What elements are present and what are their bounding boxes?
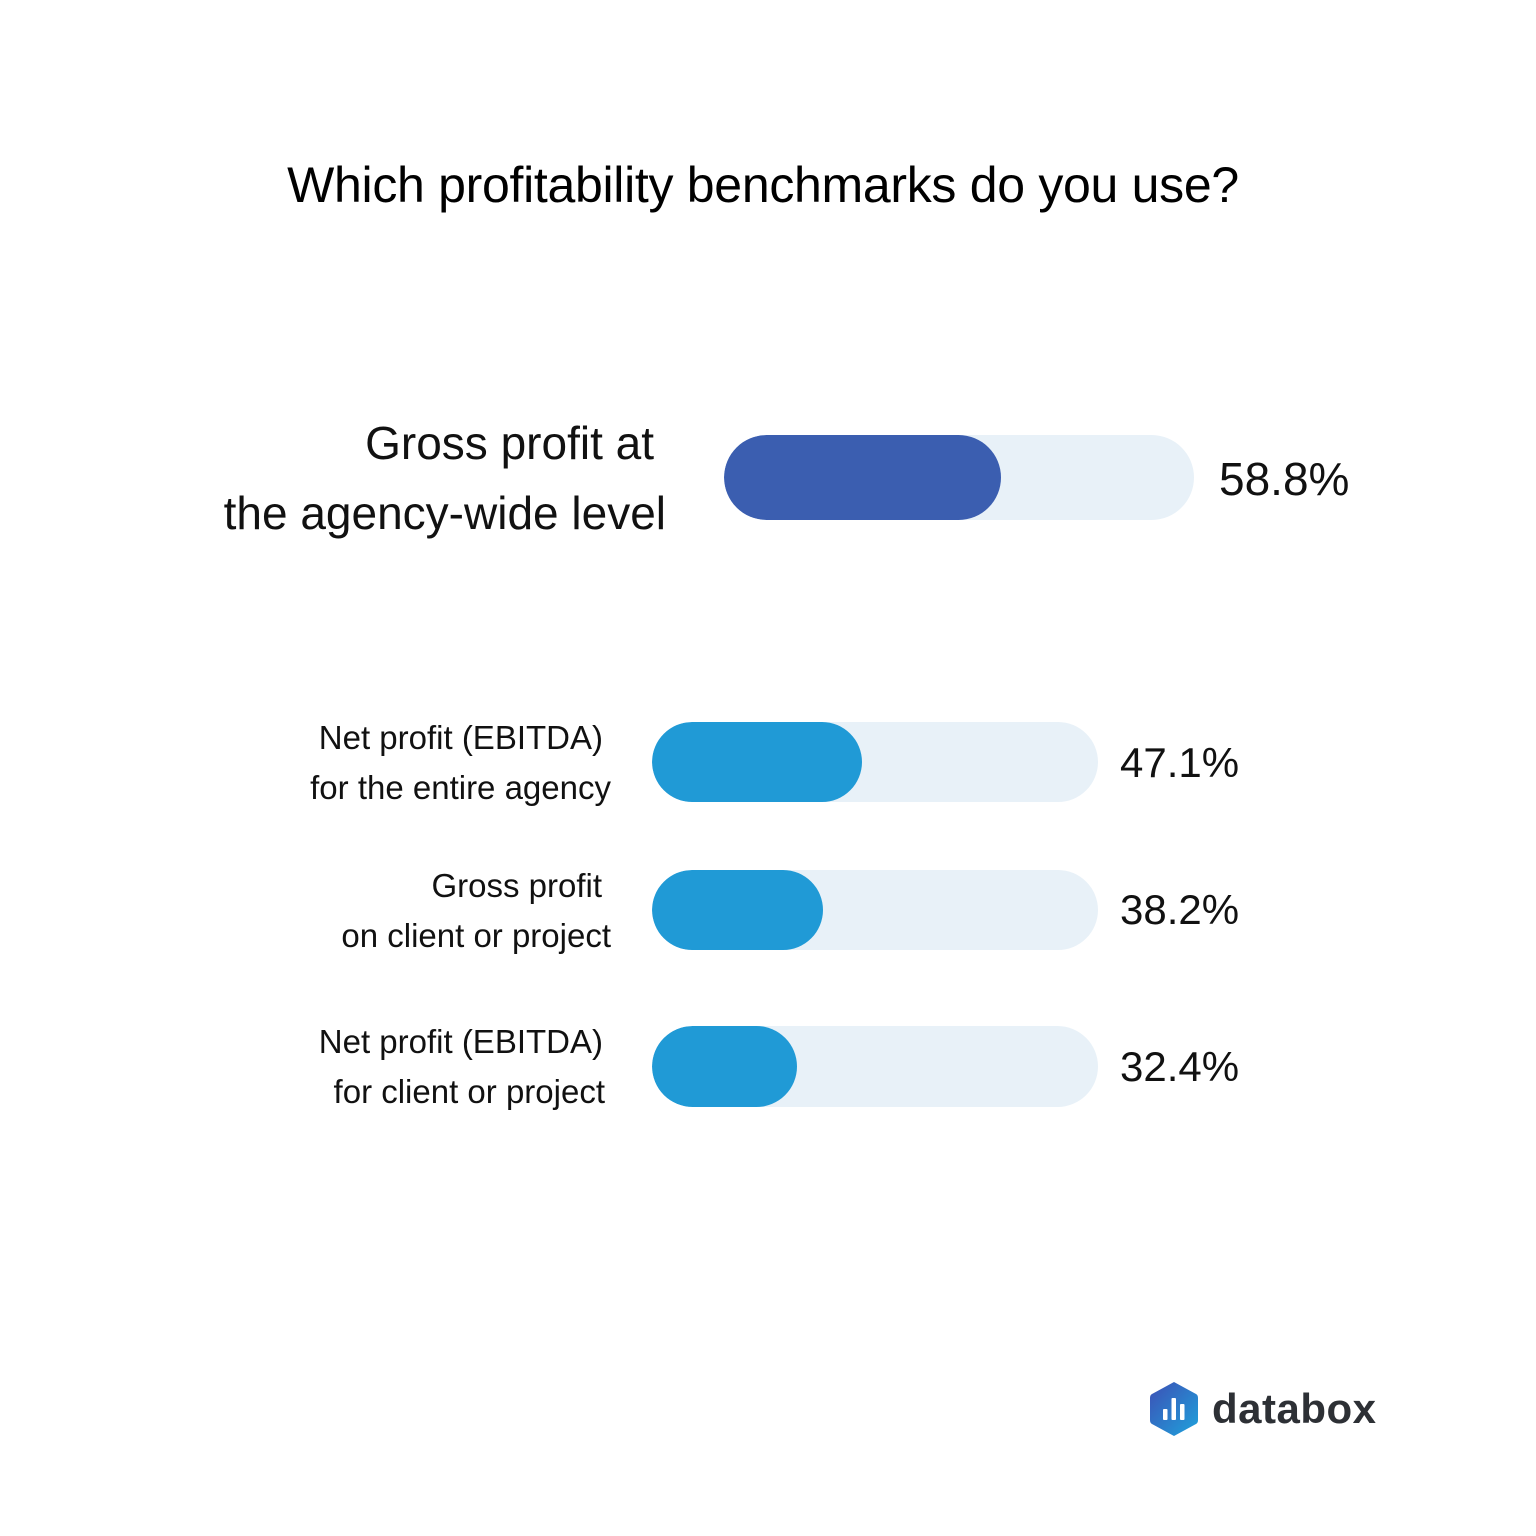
bar-fill-1	[724, 435, 1001, 520]
bar-value-3: 38.2%	[1120, 886, 1240, 933]
bar-fill-2	[652, 722, 862, 802]
databox-wordmark: databox	[1212, 1385, 1377, 1432]
bar-label-3-line2: on client or project	[341, 917, 611, 954]
bar-track-4	[652, 1026, 1098, 1107]
bar-fill-3	[652, 870, 823, 950]
bar-label-1-line2: the agency-wide level	[223, 487, 666, 539]
bar-value-1: 58.8%	[1219, 453, 1350, 505]
bar-label-3-line1: Gross profit	[431, 867, 602, 904]
bar-value-4: 32.4%	[1120, 1043, 1240, 1090]
bar-label-2-line1: Net profit (EBITDA)	[318, 719, 603, 756]
databox-logo-icon	[1150, 1382, 1198, 1436]
bar-label-3: Gross profit on client or project	[200, 861, 611, 961]
chart-title: Which profitability benchmarks do you us…	[287, 157, 1239, 213]
bar-track-2	[652, 722, 1098, 802]
databox-logo: databox	[1148, 1380, 1377, 1438]
bar-value-2: 47.1%	[1120, 739, 1240, 786]
bar-fill-4	[652, 1026, 797, 1107]
bar-label-2: Net profit (EBITDA) for the entire agenc…	[200, 713, 611, 813]
bar-label-2-line2: for the entire agency	[310, 769, 611, 806]
bar-label-1-line1: Gross profit at	[365, 417, 654, 469]
bar-label-4-line1: Net profit (EBITDA)	[318, 1023, 603, 1060]
bar-label-1: Gross profit at the agency-wide level	[100, 408, 666, 548]
bar-label-4: Net profit (EBITDA) for client or projec…	[200, 1017, 611, 1117]
bar-track-3	[652, 870, 1098, 950]
bar-label-4-line2: for client or project	[333, 1073, 605, 1110]
bar-track-1	[724, 435, 1194, 520]
